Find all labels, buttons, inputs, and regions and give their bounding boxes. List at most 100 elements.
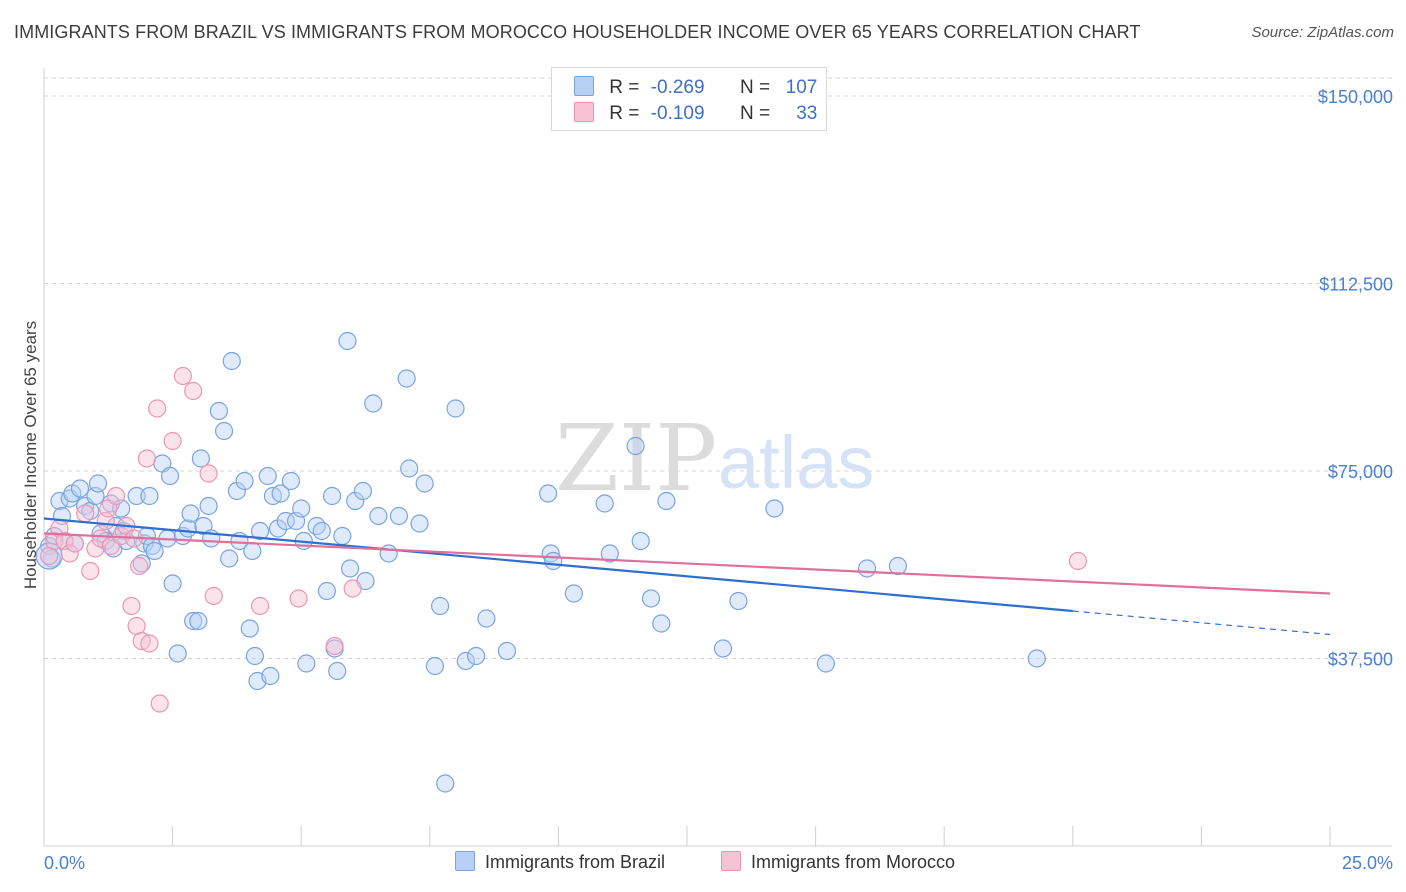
brazil-point [181, 504, 200, 523]
brazil-point [410, 514, 429, 533]
brazil-point [600, 544, 619, 563]
brazil-point [340, 559, 360, 578]
morocco-point [60, 544, 79, 563]
brazil-point [544, 551, 563, 571]
y-axis-label: Householder Income Over 65 years [21, 321, 40, 589]
brazil-point [88, 474, 108, 493]
n-label: N = [739, 103, 771, 124]
brazil-point [297, 654, 316, 673]
brazil-point [539, 484, 558, 503]
y-tick-label: $37,500 [1328, 650, 1393, 670]
source-note: Source: ZipAtlas.com [1251, 24, 1394, 41]
brazil-trendline [43, 517, 1073, 613]
brazil-point [333, 526, 352, 546]
brazil-point [652, 614, 671, 633]
brazil-point [261, 666, 280, 686]
brazil-point [466, 646, 486, 666]
gridlines [44, 77, 1392, 659]
morocco-point [148, 399, 167, 418]
morocco-point [1068, 551, 1088, 571]
x-tick-label-min: 0.0% [44, 853, 85, 873]
morocco-point [250, 596, 270, 616]
brazil-point [657, 491, 676, 511]
brazil-point [425, 656, 445, 676]
brazil-point [415, 474, 434, 493]
morocco-point [106, 486, 126, 506]
watermark: ZIP atlas [555, 405, 874, 512]
brazil-point [227, 481, 246, 501]
brazil-point [1027, 649, 1046, 668]
y-tick-label: $150,000 [1318, 87, 1393, 107]
brazil-point [191, 449, 210, 468]
brazil-trendline-extension [1072, 610, 1331, 636]
axes [43, 68, 1392, 847]
brazil-point [281, 471, 301, 491]
morocco-n-value: 33 [796, 103, 818, 124]
morocco-point [289, 589, 308, 608]
legend-row-brazil: R = -0.269 N = 107 [574, 76, 817, 100]
brazil-point [322, 486, 342, 506]
morocco-point [81, 561, 100, 581]
brazil-point [258, 466, 277, 486]
tick-labels: $37,500 $75,000 $112,500 $150,000 0.0% 25.0% [44, 87, 1393, 873]
morocco-trendline [43, 532, 1331, 595]
brazil-point [292, 499, 311, 518]
morocco-point [204, 586, 223, 606]
y-tick-label: $75,000 [1328, 462, 1393, 482]
morocco-legend-label: Immigrants from Morocco [751, 852, 956, 872]
brazil-point [189, 611, 208, 631]
brazil-point [222, 351, 241, 371]
morocco-swatch [721, 851, 741, 871]
brazil-point [214, 421, 234, 441]
brazil-point [713, 639, 733, 658]
brazil-point [70, 479, 90, 498]
brazil-point [132, 554, 151, 573]
brazil-point [245, 646, 265, 666]
morocco-point [150, 694, 169, 713]
brazil-point [209, 401, 228, 421]
morocco-point [163, 431, 182, 451]
brazil-point [145, 541, 164, 561]
brazil-swatch [574, 76, 594, 96]
brazil-point [595, 494, 614, 513]
brazil-point [816, 654, 835, 673]
morocco-point [91, 529, 110, 548]
brazil-point [160, 466, 180, 486]
r-label: R = [609, 103, 640, 124]
brazil-point [338, 331, 357, 351]
watermark-atlas: atlas [718, 421, 874, 504]
brazil-point [564, 584, 583, 603]
morocco-point [86, 539, 105, 558]
morocco-r-value: -0.109 [650, 103, 705, 124]
brazil-point [446, 399, 465, 418]
brazil-point [389, 506, 409, 526]
brazil-point [477, 609, 496, 628]
legend-row-morocco: R = -0.109 N = 33 [574, 102, 817, 126]
morocco-swatch [574, 102, 594, 122]
brazil-point [369, 506, 388, 526]
morocco-point [184, 381, 203, 401]
morocco-point [325, 636, 344, 656]
brazil-point [178, 519, 198, 538]
brazil-legend-label: Immigrants from Brazil [485, 852, 666, 872]
brazil-point [353, 481, 373, 501]
brazil-swatch [455, 851, 475, 871]
brazil-point [456, 651, 475, 671]
morocco-point [65, 534, 84, 553]
brazil-point [328, 661, 347, 681]
morocco-point [199, 464, 218, 483]
brazil-point [163, 574, 182, 593]
watermark-zip: ZIP [555, 405, 717, 512]
brazil-point [307, 516, 326, 536]
brazil-point [127, 486, 146, 506]
brazil-point [346, 491, 365, 511]
brazil-point [243, 541, 262, 561]
morocco-point [343, 579, 362, 598]
brazil-point [276, 511, 295, 531]
brazil-point [317, 581, 337, 601]
brazil-point [312, 521, 331, 541]
brazil-point [729, 591, 748, 611]
morocco-point [122, 596, 141, 616]
brazil-point [199, 496, 218, 516]
